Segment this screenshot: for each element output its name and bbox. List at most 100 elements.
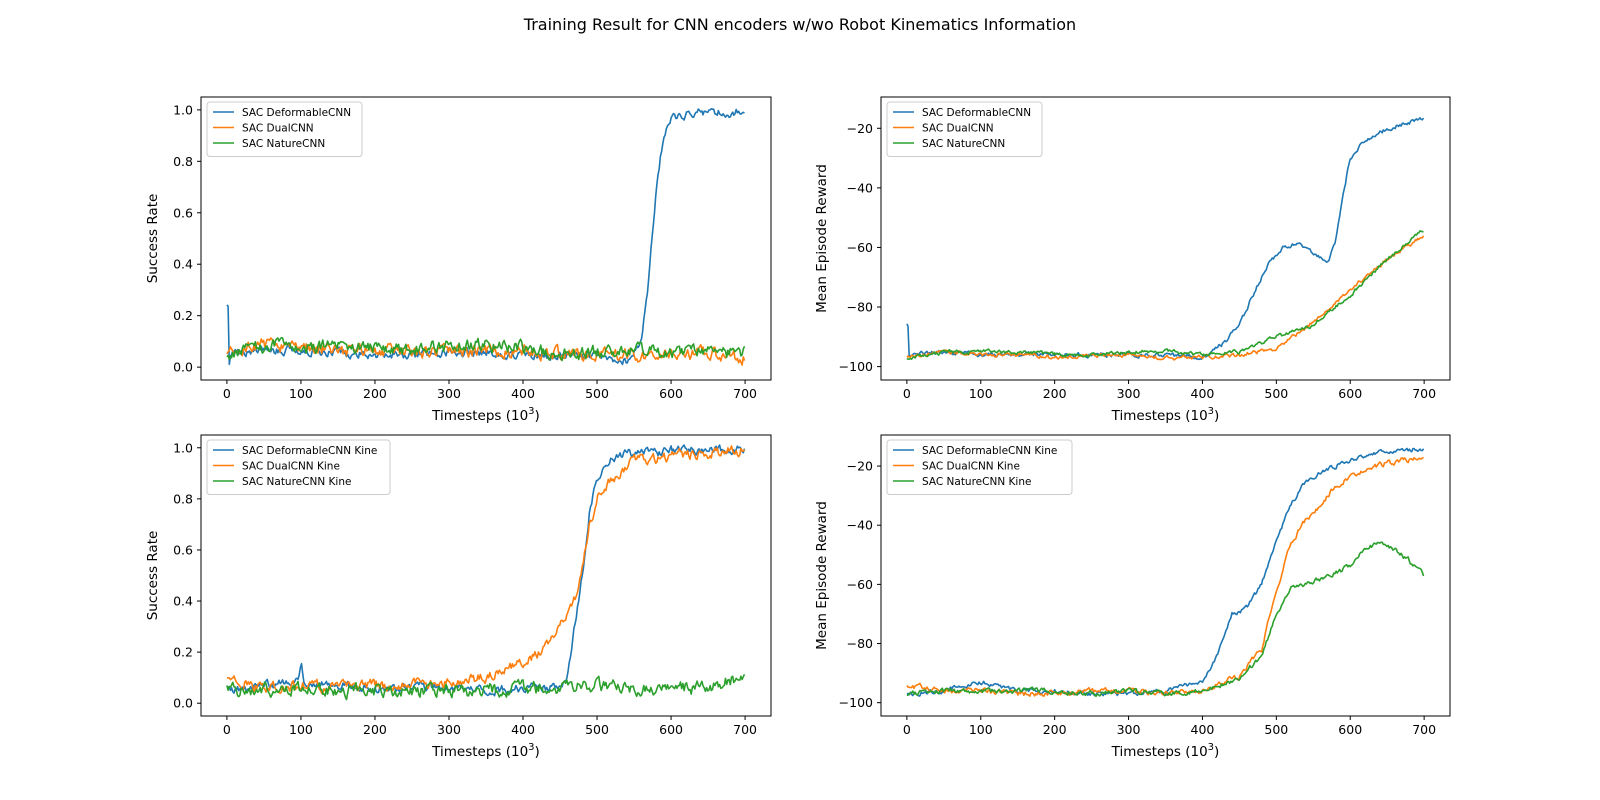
x-tick-label: 300 bbox=[1117, 386, 1141, 401]
legend-label: SAC DualCNN Kine bbox=[922, 460, 1020, 472]
x-tick-label: 100 bbox=[289, 386, 313, 401]
legend: SAC DeformableCNN SAC DualCNN SAC NatureCN… bbox=[886, 101, 1043, 157]
legend-label: SAC DualCNN bbox=[242, 122, 314, 134]
y-tick-label: 0.2 bbox=[173, 308, 193, 323]
y-tick-label: 0.0 bbox=[173, 360, 193, 375]
x-tick-label: 700 bbox=[733, 386, 757, 401]
y-tick-label: −60 bbox=[847, 240, 873, 255]
x-tick-label: 200 bbox=[1043, 722, 1067, 737]
legend-label: SAC DualCNN Kine bbox=[242, 460, 340, 472]
x-tick-label: 400 bbox=[1191, 386, 1215, 401]
axes-frame bbox=[200, 434, 772, 717]
y-tick-label: −40 bbox=[847, 180, 873, 195]
legend: SAC DeformableCNN SAC DualCNN SAC NatureCN… bbox=[206, 101, 363, 157]
y-tick-label: −80 bbox=[847, 300, 873, 315]
x-tick-label: 600 bbox=[659, 722, 683, 737]
series-group bbox=[226, 108, 746, 366]
x-tick-label: 0 bbox=[223, 386, 231, 401]
series-group bbox=[906, 117, 1425, 361]
axes-frame bbox=[200, 96, 772, 381]
y-tick-label: −100 bbox=[839, 695, 873, 710]
y-tick-label: 0.0 bbox=[173, 696, 193, 711]
x-tick-label: 500 bbox=[585, 722, 609, 737]
x-axis-label: Timesteps (103) bbox=[1111, 406, 1220, 424]
y-tick-label: 0.8 bbox=[173, 154, 193, 169]
x-tick-label: 0 bbox=[903, 386, 911, 401]
x-tick-label: 0 bbox=[903, 722, 911, 737]
series-line-sac-naturecnn-kine bbox=[226, 673, 746, 701]
x-tick-label: 0 bbox=[223, 722, 231, 737]
y-axis-label: Mean Episode Reward bbox=[814, 164, 830, 313]
legend-label: SAC NatureCNN bbox=[242, 138, 325, 150]
subplots-grid: 0 100 200 300 400 500 600 700 0.0 0.2 0.4 0.6 0.8 1.0… bbox=[145, 96, 1451, 760]
legend-label: SAC DeformableCNN bbox=[922, 107, 1031, 119]
y-tick-label: 0.2 bbox=[173, 645, 193, 660]
x-tick-label: 700 bbox=[1412, 386, 1436, 401]
axes-frame bbox=[880, 434, 1451, 717]
x-tick-label: 400 bbox=[511, 386, 535, 401]
y-tick-label: −20 bbox=[847, 459, 873, 474]
series-line-sac-dualcnn-kine bbox=[226, 445, 746, 695]
legend-label: SAC DualCNN bbox=[922, 122, 994, 134]
legend-label: SAC DeformableCNN Kine bbox=[242, 445, 377, 457]
x-tick-label: 500 bbox=[585, 386, 609, 401]
x-tick-label: 100 bbox=[289, 722, 313, 737]
y-tick-label: 0.6 bbox=[173, 205, 193, 220]
series-line-sac-naturecnn bbox=[226, 336, 746, 362]
y-axis-label: Success Rate bbox=[145, 194, 161, 284]
legend: SAC DeformableCNN Kine SAC DualCNN Kine SA… bbox=[886, 439, 1073, 495]
x-axis-label: Timesteps (103) bbox=[431, 406, 540, 424]
y-axis-label: Mean Episode Reward bbox=[814, 501, 830, 650]
series-group bbox=[906, 447, 1425, 698]
x-tick-label: 500 bbox=[1264, 386, 1288, 401]
legend-box bbox=[886, 101, 1043, 157]
series-group bbox=[226, 444, 746, 701]
x-tick-label: 300 bbox=[437, 722, 461, 737]
subplot-3: 0 100 200 300 400 500 600 700 0.0 0.2 0.4 0.6 0.8 1.0… bbox=[145, 434, 772, 760]
legend-label: SAC DeformableCNN bbox=[242, 107, 351, 119]
legend-label: SAC NatureCNN bbox=[922, 138, 1005, 150]
x-tick-label: 300 bbox=[437, 386, 461, 401]
legend-box bbox=[206, 439, 391, 495]
x-tick-label: 700 bbox=[1412, 722, 1436, 737]
legend-box bbox=[886, 439, 1073, 495]
axes-frame bbox=[880, 96, 1451, 381]
series-line-sac-dualcnn bbox=[906, 235, 1425, 361]
x-tick-label: 600 bbox=[1338, 722, 1362, 737]
x-tick-label: 200 bbox=[1043, 386, 1067, 401]
x-tick-label: 600 bbox=[1338, 386, 1362, 401]
legend: SAC DeformableCNN Kine SAC DualCNN Kine SA… bbox=[206, 439, 391, 495]
legend-label: SAC NatureCNN Kine bbox=[242, 476, 351, 488]
x-tick-label: 200 bbox=[363, 386, 387, 401]
y-tick-label: −100 bbox=[839, 359, 873, 374]
x-axis-label: Timesteps (103) bbox=[431, 742, 540, 760]
figure-title: Training Result for CNN encoders w/wo Ro… bbox=[523, 15, 1076, 34]
y-tick-label: 0.6 bbox=[173, 542, 193, 557]
x-axis-label: Timesteps (103) bbox=[1111, 742, 1220, 760]
y-tick-label: 0.4 bbox=[173, 594, 193, 609]
legend-label: SAC DeformableCNN Kine bbox=[922, 445, 1057, 457]
x-tick-label: 400 bbox=[511, 722, 535, 737]
x-tick-label: 500 bbox=[1264, 722, 1288, 737]
series-line-sac-dualcnn bbox=[226, 337, 746, 366]
subplot-2: 0 100 200 300 400 500 600 700 −100 −80 −60 −40 −20 Ti… bbox=[814, 96, 1451, 424]
y-tick-label: 1.0 bbox=[173, 440, 193, 455]
y-tick-label: −40 bbox=[847, 518, 873, 533]
y-tick-label: 1.0 bbox=[173, 102, 193, 117]
x-tick-label: 200 bbox=[363, 722, 387, 737]
y-axis-label: Success Rate bbox=[145, 531, 161, 621]
x-tick-label: 300 bbox=[1117, 722, 1141, 737]
y-tick-label: 0.4 bbox=[173, 257, 193, 272]
subplot-1: 0 100 200 300 400 500 600 700 0.0 0.2 0.4 0.6 0.8 1.0… bbox=[145, 96, 772, 424]
x-tick-label: 100 bbox=[969, 386, 993, 401]
y-tick-label: −80 bbox=[847, 636, 873, 651]
x-tick-label: 600 bbox=[659, 386, 683, 401]
series-line-sac-naturecnn-kine bbox=[906, 541, 1425, 698]
legend-box bbox=[206, 101, 363, 157]
y-tick-label: −60 bbox=[847, 577, 873, 592]
y-tick-label: −20 bbox=[847, 121, 873, 136]
x-tick-label: 400 bbox=[1191, 722, 1215, 737]
subplot-4: 0 100 200 300 400 500 600 700 −100 −80 −60 −40 −20 Ti… bbox=[814, 434, 1451, 760]
legend-label: SAC NatureCNN Kine bbox=[922, 476, 1031, 488]
